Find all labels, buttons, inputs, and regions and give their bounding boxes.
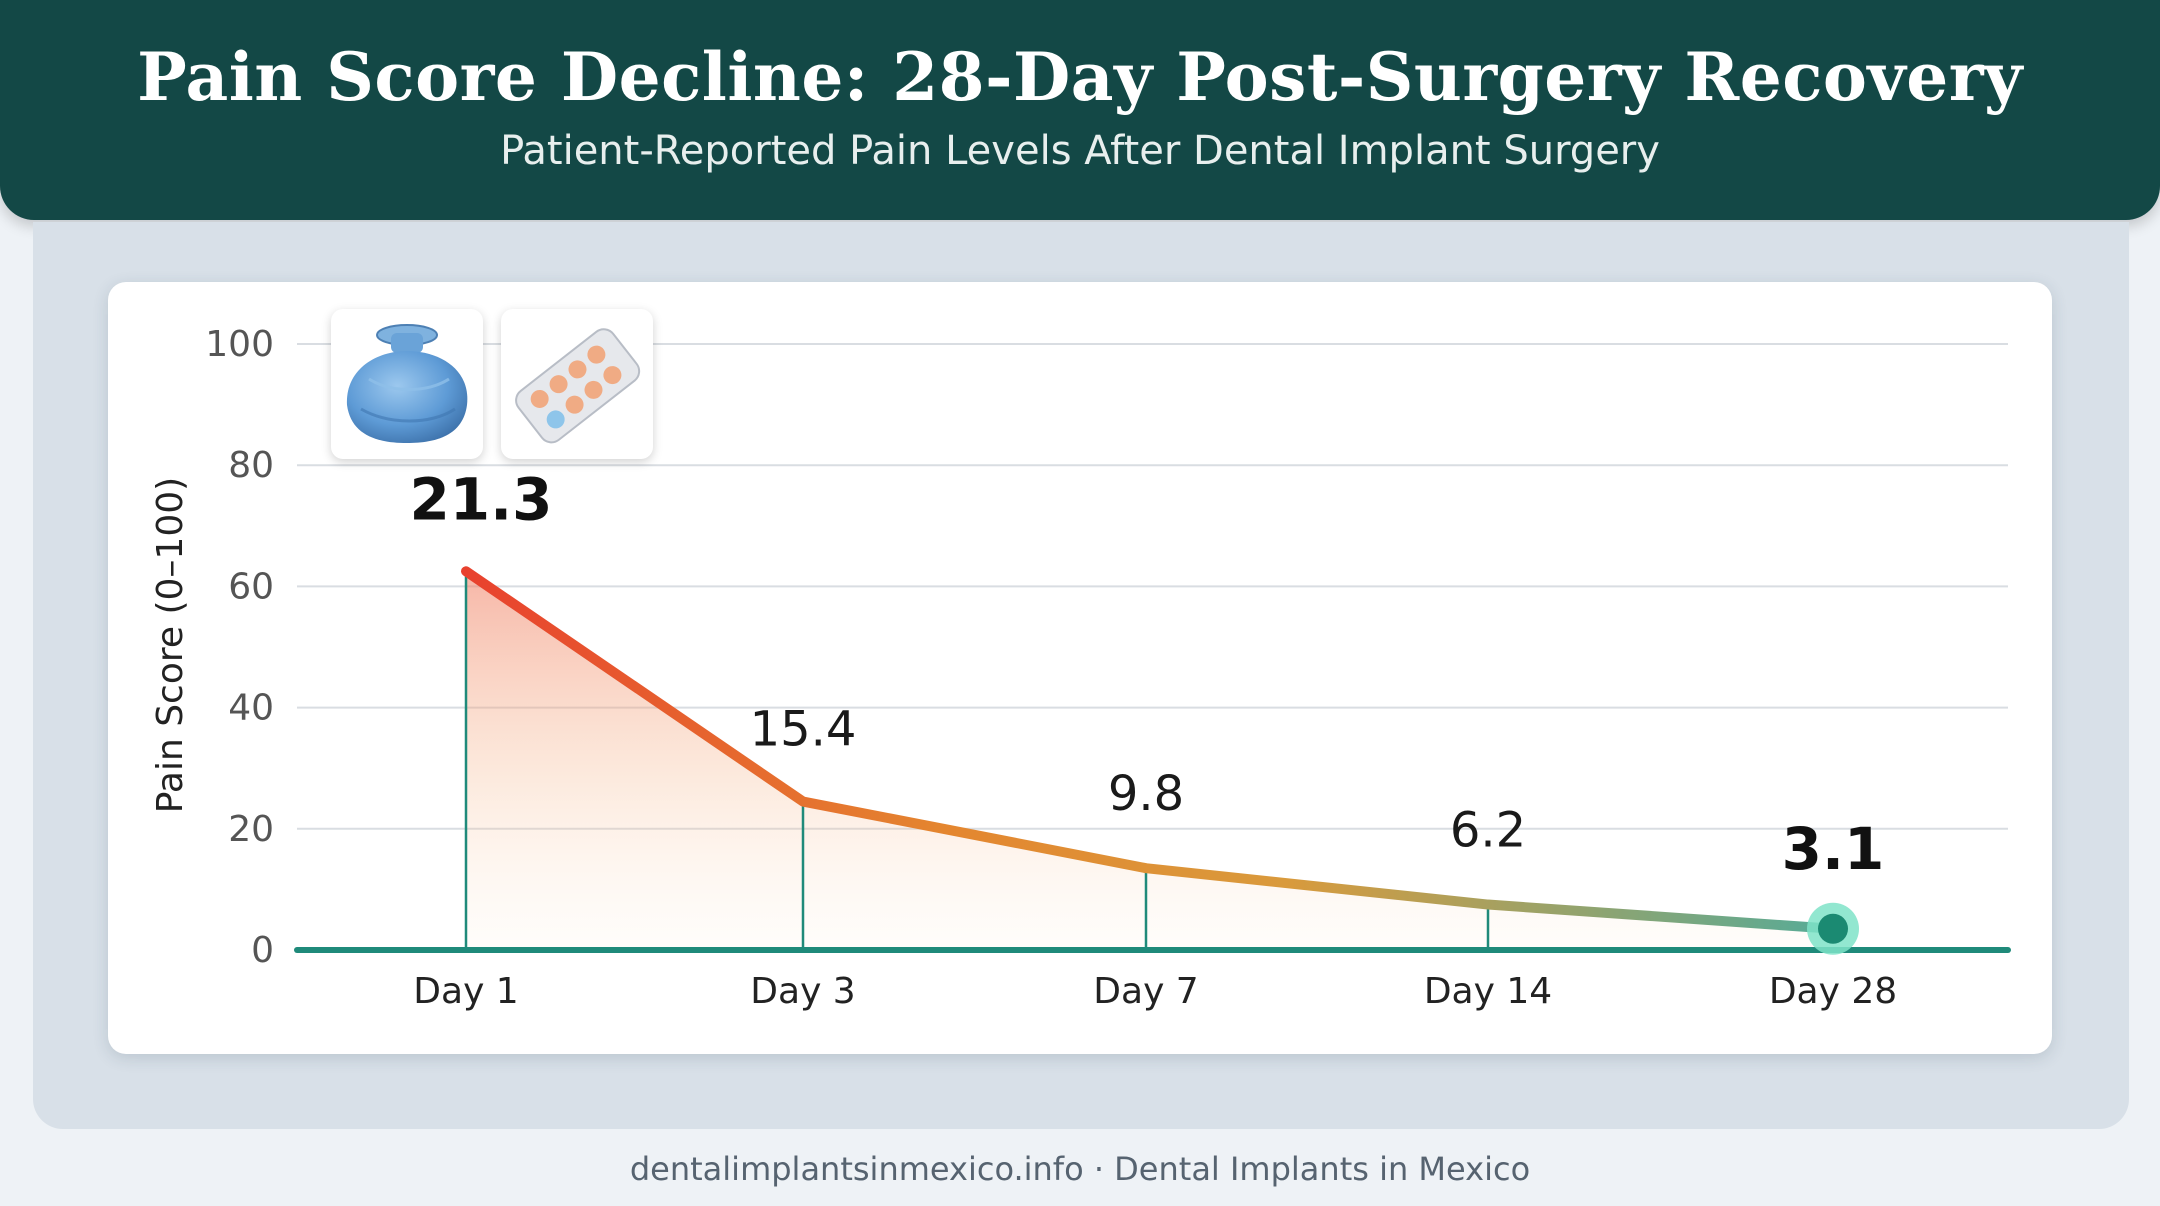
- drop-lines: [464, 571, 1490, 950]
- x-axis-ticks: Day 1 Day 3 Day 7 Day 14 Day 28: [413, 971, 1897, 1012]
- pill-blister-icon: [515, 328, 641, 444]
- y-tick-label: 80: [228, 445, 274, 486]
- data-label: 6.2: [1450, 803, 1526, 859]
- chart-subtitle: Patient-Reported Pain Levels After Denta…: [500, 128, 1660, 174]
- data-label: 21.3: [409, 465, 552, 533]
- end-marker: [1807, 902, 1859, 955]
- x-tick-label: Day 14: [1424, 971, 1552, 1012]
- y-axis-label: Pain Score (0–100): [150, 477, 191, 813]
- end-marker-dot: [1818, 913, 1848, 944]
- footer-source: dentalimplantsinmexico.info · Dental Imp…: [629, 1150, 1531, 1188]
- ice-pack-icon: [346, 324, 468, 443]
- area-fill: [466, 571, 1833, 950]
- y-tick-label: 60: [228, 566, 274, 607]
- x-tick-label: Day 28: [1769, 971, 1897, 1012]
- data-label: 15.4: [750, 702, 857, 758]
- series-line: [461, 566, 1838, 934]
- ice-pack-card: [331, 309, 483, 459]
- chart-title: Pain Score Decline: 28-Day Post-Surgery …: [137, 38, 2023, 116]
- header-banner: Pain Score Decline: 28-Day Post-Surgery …: [0, 0, 2160, 220]
- data-label: 3.1: [1782, 815, 1885, 883]
- y-axis-ticks: 0 20 40 60 80 100: [205, 324, 274, 971]
- y-tick-label: 100: [205, 324, 274, 365]
- x-tick-label: Day 7: [1093, 971, 1198, 1012]
- x-tick-label: Day 1: [413, 971, 518, 1012]
- data-label: 9.8: [1108, 766, 1184, 822]
- y-tick-label: 40: [228, 688, 274, 729]
- pills-card: [501, 309, 653, 459]
- x-tick-label: Day 3: [750, 971, 855, 1012]
- data-labels: 21.3 15.4 9.8 6.2 3.1: [409, 465, 1884, 883]
- y-tick-label: 20: [228, 809, 274, 850]
- y-tick-label: 0: [251, 930, 274, 971]
